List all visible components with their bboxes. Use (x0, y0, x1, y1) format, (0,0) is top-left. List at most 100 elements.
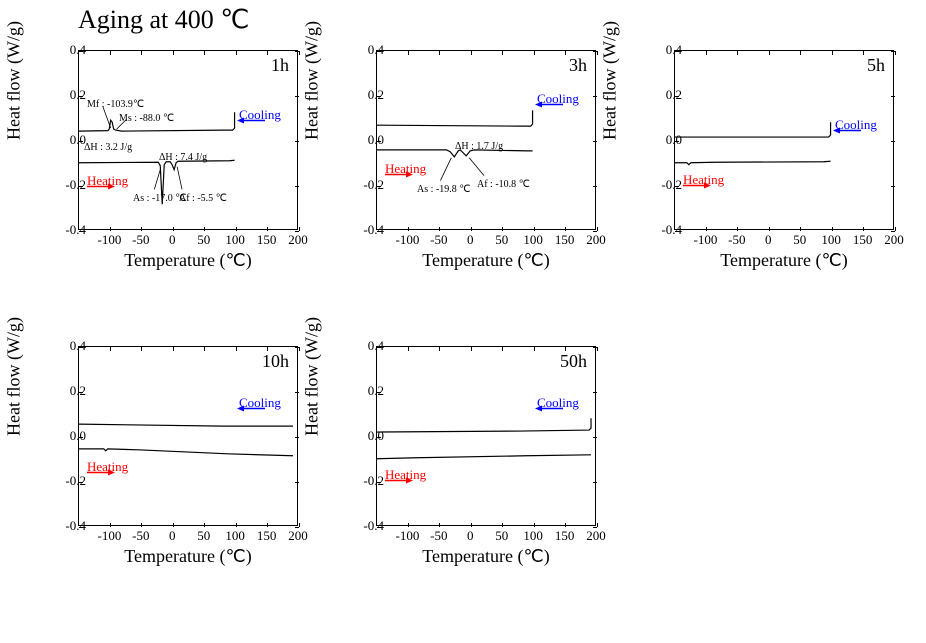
y-tick-label: -0.4 (349, 518, 384, 534)
annotation: As : -19.8 ℃ (417, 184, 470, 195)
plot-area: 10hCoolingHeating (78, 346, 298, 526)
x-tick-label: 150 (257, 232, 277, 248)
x-tick-label: 150 (555, 232, 575, 248)
dsc-curve (377, 347, 595, 525)
x-axis-label: Temperature (℃) (78, 250, 298, 271)
heating-curve (675, 161, 831, 164)
y-tick-label: 0.2 (647, 87, 682, 103)
cooling-curve (377, 418, 591, 432)
x-tick-label: 200 (884, 232, 904, 248)
annotation: Ms : -88.0 ℃ (119, 113, 174, 124)
arrow-left-icon (535, 405, 563, 412)
annotation: Af : -10.8 ℃ (477, 179, 530, 190)
tick-mark (299, 347, 300, 351)
x-tick-label: -100 (98, 232, 122, 248)
annotation: ΔH : 1.7 J/g (455, 141, 503, 152)
arrow-right-icon (385, 171, 413, 178)
annotation: Mf : -103.9℃ (87, 99, 144, 110)
chart-panel: 5hCoolingHeating-0.4-0.20.00.20.4-100-50… (616, 40, 906, 280)
tick-mark (597, 51, 598, 55)
x-tick-label: 100 (821, 232, 841, 248)
x-axis-label: Temperature (℃) (78, 546, 298, 567)
tick-mark (597, 227, 598, 231)
x-tick-label: 200 (586, 232, 606, 248)
dsc-curve (377, 51, 595, 229)
arrow-left-icon (237, 117, 265, 124)
annotation-leader (177, 167, 182, 190)
x-tick-label: 200 (288, 528, 308, 544)
annotation: ΔH : 7.4 J/g (159, 152, 207, 163)
annotation-leader (440, 158, 451, 181)
y-tick-label: 0.4 (51, 338, 86, 354)
y-axis-label: Heat flow (W/g) (600, 21, 621, 140)
arrow-right-icon (385, 477, 413, 484)
x-tick-label: 100 (225, 528, 245, 544)
arrow-right-icon (87, 183, 115, 190)
tick-mark (299, 51, 300, 55)
y-tick-label: -0.2 (51, 473, 86, 489)
chart-panel: 1hCoolingHeatingMf : -103.9℃Ms : -88.0 ℃… (20, 40, 310, 280)
x-tick-label: 100 (225, 232, 245, 248)
y-axis-label: Heat flow (W/g) (302, 317, 323, 436)
heating-curve (79, 449, 293, 456)
chart-panel: 10hCoolingHeating-0.4-0.20.00.20.4-100-5… (20, 336, 310, 576)
x-axis-label: Temperature (℃) (376, 250, 596, 271)
x-tick-label: 0 (467, 232, 474, 248)
cooling-curve (79, 424, 293, 426)
chart-panel: 50hCoolingHeating-0.4-0.20.00.20.4-100-5… (318, 336, 608, 576)
arrow-left-icon (535, 101, 563, 108)
x-tick-label: 50 (197, 528, 210, 544)
y-tick-label: 0.0 (51, 132, 86, 148)
annotation: ΔH : 3.2 J/g (84, 142, 132, 153)
page-title: Aging at 400 ℃ (78, 5, 249, 35)
x-tick-label: 150 (555, 528, 575, 544)
plot-area: 3hCoolingHeatingΔH : 1.7 J/gAs : -19.8 ℃… (376, 50, 596, 230)
heating-curve (377, 455, 591, 459)
arrow-left-icon (237, 405, 265, 412)
annotation-leader (154, 170, 160, 190)
x-tick-label: 200 (288, 232, 308, 248)
x-tick-label: 100 (523, 232, 543, 248)
y-tick-label: -0.4 (349, 222, 384, 238)
y-axis-label: Heat flow (W/g) (4, 21, 25, 140)
tick-mark (597, 347, 598, 351)
plot-area: 1hCoolingHeatingMf : -103.9℃Ms : -88.0 ℃… (78, 50, 298, 230)
x-tick-label: -100 (98, 528, 122, 544)
tick-mark (895, 51, 896, 55)
y-tick-label: -0.4 (51, 222, 86, 238)
y-tick-label: -0.4 (51, 518, 86, 534)
tick-mark (597, 523, 598, 527)
y-tick-label: 0.2 (349, 383, 384, 399)
y-tick-label: 0.2 (51, 383, 86, 399)
x-tick-label: -50 (728, 232, 745, 248)
x-axis-label: Temperature (℃) (674, 250, 894, 271)
x-tick-label: -100 (396, 232, 420, 248)
y-tick-label: -0.4 (647, 222, 682, 238)
plot-area: 5hCoolingHeating (674, 50, 894, 230)
y-tick-label: -0.2 (51, 177, 86, 193)
y-tick-label: 0.4 (349, 338, 384, 354)
x-tick-label: 200 (586, 528, 606, 544)
y-axis-label: Heat flow (W/g) (302, 21, 323, 140)
dsc-curve (675, 51, 893, 229)
y-tick-label: 0.4 (647, 42, 682, 58)
x-tick-label: 0 (169, 528, 176, 544)
arrow-right-icon (87, 469, 115, 476)
arrow-right-icon (683, 182, 711, 189)
x-tick-label: 150 (257, 528, 277, 544)
x-tick-label: 50 (495, 232, 508, 248)
x-tick-label: -50 (430, 528, 447, 544)
y-tick-label: 0.4 (349, 42, 384, 58)
arrow-left-icon (833, 127, 861, 134)
x-tick-label: 50 (197, 232, 210, 248)
y-axis-label: Heat flow (W/g) (4, 317, 25, 436)
x-tick-label: -50 (430, 232, 447, 248)
y-tick-label: 0.4 (51, 42, 86, 58)
x-tick-label: 50 (495, 528, 508, 544)
y-tick-label: 0.0 (647, 132, 682, 148)
tick-mark (299, 523, 300, 527)
x-tick-label: 0 (765, 232, 772, 248)
x-tick-label: 50 (793, 232, 806, 248)
y-tick-label: 0.0 (349, 428, 384, 444)
cooling-curve (377, 110, 533, 126)
